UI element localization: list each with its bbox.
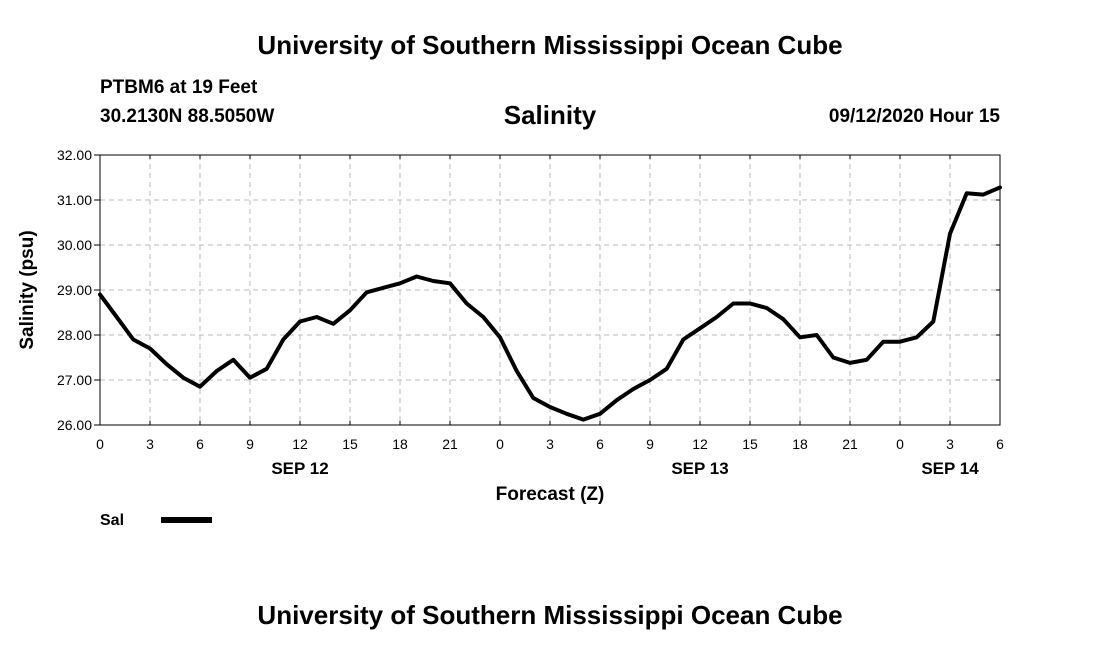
y-tick-label: 30.00: [57, 237, 92, 253]
series-line-sal: [98, 185, 1002, 422]
date-label: SEP 13: [671, 459, 728, 478]
x-tick-label: 6: [196, 436, 204, 452]
chart-title: Salinity: [503, 100, 597, 130]
x-tick-label: 15: [342, 436, 358, 452]
x-tick-label: 9: [246, 436, 254, 452]
x-tick-label: 0: [896, 436, 904, 452]
bottom-title: University of Southern Mississippi Ocean…: [257, 600, 843, 630]
x-tick-label: 3: [946, 436, 954, 452]
coordinates-label: 30.2130N 88.5050W: [100, 106, 275, 127]
x-tick-label: 6: [996, 436, 1004, 452]
x-tick-label: 12: [692, 436, 708, 452]
y-tick-label: 32.00: [57, 147, 92, 163]
x-tick-label: 15: [742, 436, 758, 452]
x-axis-label: Forecast (Z): [496, 484, 605, 505]
y-tick-label: 28.00: [57, 327, 92, 343]
x-tick-label: 0: [96, 436, 104, 452]
y-tick-label: 29.00: [57, 282, 92, 298]
forecast-datetime: 09/12/2020 Hour 15: [828, 106, 1000, 127]
y-axis-label: Salinity (psu): [17, 230, 38, 349]
x-tick-label: 21: [442, 436, 458, 452]
x-tick-label: 0: [496, 436, 504, 452]
x-tick-label: 3: [146, 436, 154, 452]
x-tick-label: 18: [392, 436, 408, 452]
station-label: PTBM6 at 19 Feet: [100, 77, 258, 98]
x-tick-label: 3: [546, 436, 554, 452]
x-tick-label: 6: [596, 436, 604, 452]
date-label: SEP 14: [921, 459, 979, 478]
y-tick-label: 26.00: [57, 417, 92, 433]
legend-label: Sal: [100, 512, 124, 529]
top-title: University of Southern Mississippi Ocean…: [257, 30, 843, 60]
y-tick-label: 27.00: [57, 372, 92, 388]
x-tick-label: 21: [842, 436, 858, 452]
x-tick-label: 12: [292, 436, 308, 452]
x-tick-label: 18: [792, 436, 808, 452]
y-tick-label: 31.00: [57, 192, 92, 208]
x-tick-label: 9: [646, 436, 654, 452]
date-label: SEP 12: [271, 459, 328, 478]
